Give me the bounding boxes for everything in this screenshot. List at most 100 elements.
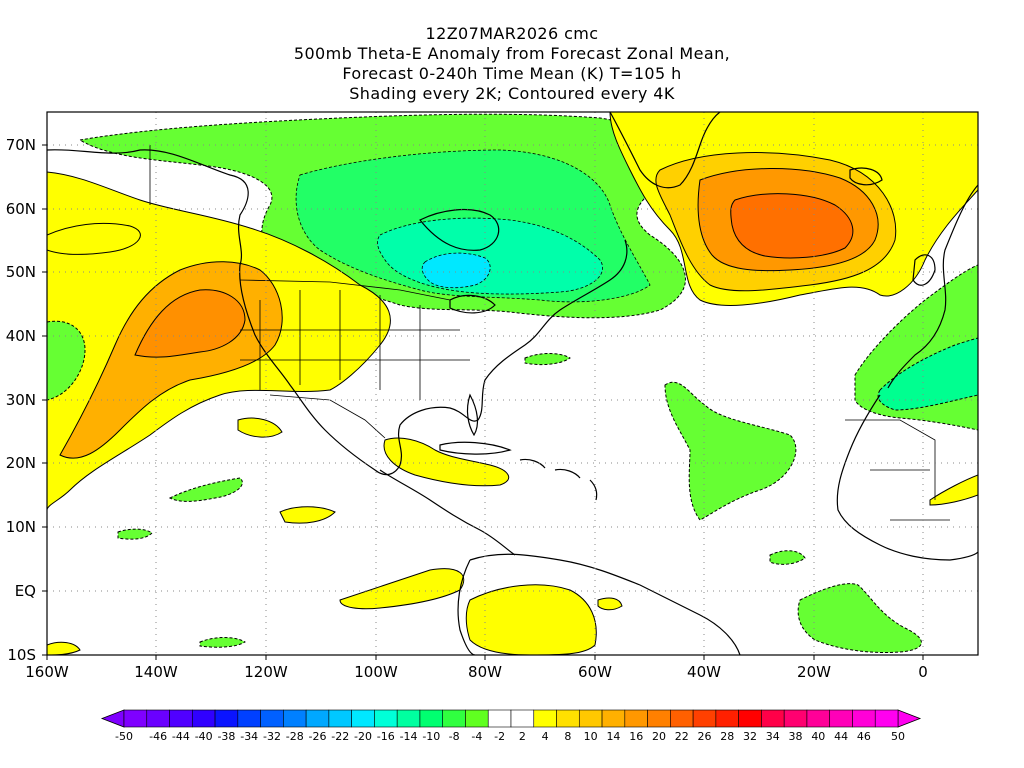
colorbar-swatch: [852, 709, 876, 728]
colorbar-swatch: [191, 709, 216, 728]
colorbar-swatch: [419, 709, 444, 728]
colorbar-swatch: [396, 709, 421, 728]
colorbar-swatch: [715, 709, 739, 728]
colorbar-label: 38: [789, 730, 803, 743]
lat-label: 10S: [7, 646, 36, 664]
colorbar-label: -38: [217, 730, 235, 743]
colorbar-label: -26: [309, 730, 327, 743]
lat-label: 40N: [6, 327, 36, 345]
colorbar-swatch: [624, 709, 648, 728]
cold-anomaly-europe-inner: [877, 337, 978, 411]
lon-label: 20W: [797, 663, 831, 681]
colorbar-label: -50: [115, 730, 133, 743]
map-frame: [46, 111, 979, 656]
lon-label: 120W: [244, 663, 288, 681]
colorbar-label: -32: [263, 730, 281, 743]
axis-ticks: [42, 144, 924, 660]
colorbar: -50 -46 -44 -40 -38 -34 -32 -28 -26 -22 -20 -16 -14-…: [100, 709, 922, 743]
british-isles-outline: [912, 254, 936, 286]
lon-label: 160W: [25, 663, 69, 681]
colorbar-swatch: [738, 709, 762, 728]
colorbar-swatch: [829, 709, 853, 728]
colorbar-label: 26: [698, 730, 712, 743]
cold-anomaly-central-atlantic: [664, 382, 797, 521]
colorbar-label: 2: [519, 730, 526, 743]
lat-label: 50N: [6, 263, 36, 281]
colorbar-label: -8: [449, 730, 460, 743]
anomaly-shading-layer: [47, 112, 978, 655]
colorbar-swatch: [169, 709, 193, 728]
colorbar-swatch: [305, 709, 330, 728]
lat-label: 20N: [6, 454, 36, 472]
lat-label: 60N: [6, 200, 36, 218]
title-shading-note: Shading every 2K; Contoured every 4K: [349, 84, 675, 103]
colorbar-label: -4: [471, 730, 482, 743]
warm-anomaly-atlantic-core: [730, 193, 854, 259]
north-america-coastline: [47, 149, 628, 476]
lat-label: EQ: [15, 582, 36, 600]
title-forecast-window: Forecast 0-240h Time Mean (K) T=105 h: [342, 64, 682, 83]
colorbar-swatch: [260, 709, 284, 728]
africa-borders: [845, 419, 950, 521]
lat-label: 10N: [6, 518, 36, 536]
lat-tick-labels: 70N 60N 50N 40N 30N 20N 10N EQ 10S: [6, 136, 36, 664]
colorbar-label: 34: [766, 730, 780, 743]
colorbar-swatch: [783, 709, 808, 728]
colorbar-label: -40: [195, 730, 213, 743]
map-title-block: 12Z07MAR2026 cmc 500mb Theta-E Anomaly f…: [0, 24, 1024, 104]
warm-anomaly-amazon: [465, 584, 597, 655]
us-state-lines: [240, 290, 470, 400]
colorbar-label: -28: [286, 730, 304, 743]
colorbar-label: 4: [542, 730, 549, 743]
colorbar-swatch: [442, 709, 466, 728]
cold-anomaly-us-east-coast: [524, 353, 571, 366]
cold-anomaly-subtropical-atlantic: [769, 550, 806, 565]
colorbar-swatch: [874, 709, 899, 728]
colorbar-swatch: [328, 709, 352, 728]
lon-label: 80W: [468, 663, 502, 681]
coastline-layer: [47, 112, 978, 655]
hudson-bay-coastline: [419, 209, 500, 251]
colorbar-swatch: [578, 709, 603, 728]
cold-anomaly-canada-core: [421, 252, 491, 289]
lon-tick-labels: 160W 140W 120W 100W 80W 60W 40W 20W 0: [25, 663, 928, 681]
colorbar-label: -16: [377, 730, 395, 743]
africa-coastline: [836, 394, 978, 561]
colorbar-label: -20: [354, 730, 372, 743]
cold-anomaly-near-equator: [199, 637, 246, 648]
central-america-outline: [379, 469, 516, 556]
lon-label: 140W: [134, 663, 178, 681]
colorbar-swatch: [806, 709, 831, 728]
caribbean-islands: [519, 458, 598, 501]
colorbar-label: -46: [149, 730, 167, 743]
lon-label: 60W: [578, 663, 612, 681]
warm-anomaly-west-core: [134, 289, 246, 358]
warm-anomaly-west-africa: [929, 474, 978, 506]
colorbar-swatch: [601, 709, 626, 728]
colorbar-label: 8: [564, 730, 571, 743]
warm-anomaly-east-atlantic-small: [597, 597, 623, 611]
iceland-outline: [849, 167, 883, 186]
colorbar-min-arrow: [100, 709, 125, 728]
cold-anomaly-pacific-west: [47, 320, 86, 401]
colorbar-label: 40: [811, 730, 825, 743]
colorbar-swatch: [670, 709, 694, 728]
lat-label: 30N: [6, 391, 36, 409]
colorbar-label: 44: [834, 730, 848, 743]
warm-anomaly-east-pacific-small: [279, 506, 336, 524]
colorbar-swatch: [761, 709, 785, 728]
colorbar-swatch: [556, 709, 580, 728]
great-lakes-outline: [449, 294, 496, 314]
colorbar-swatch: [237, 709, 261, 728]
lat-label: 70N: [6, 136, 36, 154]
colorbar-label: 14: [606, 730, 620, 743]
colorbar-label: 10: [584, 730, 598, 743]
colorbar-swatch: [692, 709, 717, 728]
lon-label: 100W: [354, 663, 398, 681]
cold-anomaly-east-pacific: [168, 477, 243, 502]
title-run-info: 12Z07MAR2026 cmc: [425, 24, 599, 43]
greenland-coastline: [609, 112, 721, 189]
cold-anomaly-tropical-pacific: [117, 528, 153, 540]
colorbar-label: 50: [891, 730, 905, 743]
colorbar-max-arrow: [897, 709, 922, 728]
